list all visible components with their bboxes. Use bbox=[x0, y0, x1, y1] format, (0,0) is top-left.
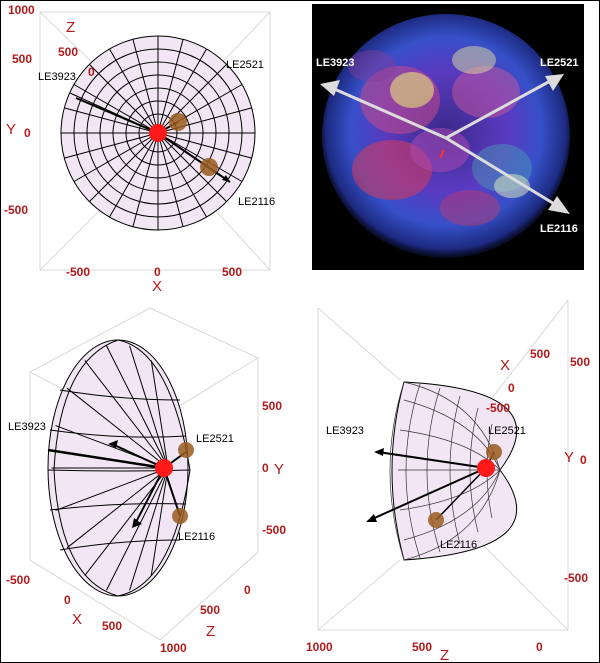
z-tick: 1000 bbox=[160, 641, 187, 655]
grid-spoke bbox=[150, 467, 169, 576]
z-axis-label: Z bbox=[66, 19, 75, 36]
y-tick: 0 bbox=[24, 126, 31, 140]
x-tick: 0 bbox=[508, 381, 515, 395]
grid-spoke bbox=[109, 48, 159, 134]
echo-vectors bbox=[69, 92, 231, 183]
label-le2116: LE2116 bbox=[238, 196, 275, 208]
echo-marker-le2116 bbox=[172, 508, 188, 524]
label-le2521: LE2521 bbox=[196, 433, 234, 445]
y-tick: 0 bbox=[580, 453, 587, 467]
center-marker bbox=[155, 459, 173, 477]
z-axis-label: Z bbox=[206, 623, 215, 640]
y-tick: 0 bbox=[262, 461, 269, 475]
grid-spoke bbox=[109, 132, 159, 218]
x-tick: 500 bbox=[222, 265, 242, 279]
echo-marker-le2116 bbox=[428, 512, 444, 528]
grid-spoke bbox=[129, 345, 169, 469]
y-tick: 500 bbox=[570, 355, 590, 369]
supernova-remnant bbox=[322, 14, 570, 258]
grid-spoke bbox=[157, 48, 207, 134]
x-tick: 500 bbox=[102, 619, 122, 633]
grid-spoke bbox=[73, 84, 159, 134]
grid-spoke bbox=[157, 132, 184, 227]
grid-spoke bbox=[84, 360, 169, 469]
label-le2521: LE2521 bbox=[488, 425, 526, 437]
grid-spoke bbox=[157, 132, 207, 218]
paraboloid-surface bbox=[47, 339, 191, 597]
grid-spoke bbox=[66, 467, 169, 549]
grid-spoke bbox=[89, 132, 159, 202]
z-tick: 1000 bbox=[306, 640, 333, 654]
y-axis-label: Y bbox=[564, 449, 574, 466]
grid-spoke bbox=[129, 467, 169, 591]
x-axis-label: X bbox=[72, 611, 82, 628]
grid-spoke bbox=[157, 132, 252, 159]
grid-spoke bbox=[150, 360, 169, 469]
x-tick: -500 bbox=[486, 401, 510, 415]
paraboloid-surface bbox=[389, 381, 518, 561]
label-le3923: LE3923 bbox=[8, 421, 46, 433]
x-tick: -500 bbox=[66, 265, 90, 279]
x-axis-label: X bbox=[500, 357, 510, 374]
label-le2116: LE2116 bbox=[178, 531, 215, 543]
x-axis-label: X bbox=[152, 278, 162, 295]
echo-marker-le2521 bbox=[178, 442, 194, 458]
grid-spoke bbox=[66, 387, 169, 469]
grid-spoke bbox=[106, 345, 169, 469]
label-le3923: LE3923 bbox=[316, 57, 355, 69]
grid-spoke bbox=[132, 39, 159, 134]
z-axis-label: Z bbox=[440, 647, 449, 663]
grid-spoke bbox=[132, 132, 159, 227]
y-tick: -500 bbox=[4, 203, 28, 217]
y-tick: 1000 bbox=[8, 3, 35, 17]
x-tick: 0 bbox=[154, 265, 161, 279]
x-tick: 500 bbox=[530, 347, 550, 361]
y-tick: 500 bbox=[262, 399, 282, 413]
z-tick: 500 bbox=[58, 45, 78, 59]
center-marker bbox=[477, 459, 495, 477]
grid-spoke bbox=[157, 132, 243, 182]
grid-spoke bbox=[106, 467, 169, 591]
echo-marker-le2521 bbox=[486, 444, 502, 460]
label-le2116: LE2116 bbox=[540, 223, 578, 235]
label-le3923: LE3923 bbox=[326, 425, 364, 437]
grid-spoke bbox=[89, 64, 159, 134]
y-tick: -500 bbox=[262, 523, 286, 537]
label-le2521: LE2521 bbox=[540, 57, 579, 69]
label-le2116: LE2116 bbox=[440, 539, 477, 551]
center-marker bbox=[149, 124, 167, 142]
echo-vectors bbox=[366, 448, 495, 522]
echo-marker-le2116 bbox=[200, 158, 218, 176]
y-tick: 500 bbox=[12, 52, 32, 66]
z-tick: 0 bbox=[244, 583, 251, 597]
bounding-box bbox=[39, 11, 271, 271]
grid-spoke bbox=[64, 132, 159, 159]
x-tick: -500 bbox=[6, 573, 30, 587]
grid-spoke bbox=[157, 39, 184, 134]
grid-spoke bbox=[64, 107, 159, 134]
grid-spoke bbox=[157, 132, 227, 202]
y-axis-label: Y bbox=[6, 121, 16, 138]
echo-vectors bbox=[47, 440, 187, 528]
label-le3923: LE3923 bbox=[38, 71, 76, 83]
echo-marker-le2521 bbox=[169, 113, 187, 131]
label-le2521: LE2521 bbox=[226, 59, 264, 71]
z-tick: 0 bbox=[88, 65, 95, 79]
z-tick: 500 bbox=[412, 640, 432, 654]
y-tick: -500 bbox=[564, 571, 588, 585]
x-tick: 0 bbox=[64, 593, 71, 607]
bounding-box bbox=[317, 299, 569, 631]
y-axis-label: Y bbox=[274, 461, 284, 478]
z-tick: 500 bbox=[200, 603, 220, 617]
grid-spoke bbox=[73, 132, 159, 182]
grid-spoke bbox=[55, 467, 169, 511]
direction-arrows bbox=[320, 74, 570, 214]
z-tick: 0 bbox=[536, 640, 543, 654]
